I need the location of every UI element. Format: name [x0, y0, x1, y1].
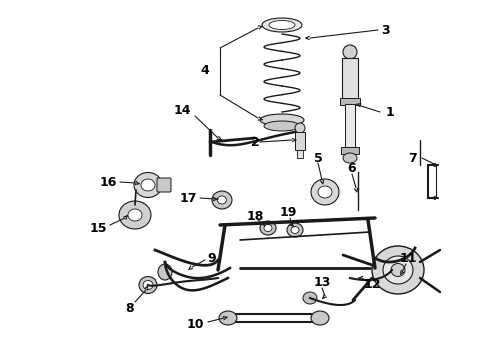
- Ellipse shape: [158, 264, 172, 280]
- Text: 10: 10: [186, 319, 204, 332]
- Text: 1: 1: [386, 105, 394, 118]
- FancyBboxPatch shape: [341, 147, 359, 154]
- Text: 12: 12: [363, 279, 381, 292]
- Text: 7: 7: [408, 152, 416, 165]
- FancyBboxPatch shape: [297, 150, 303, 158]
- Ellipse shape: [303, 292, 317, 304]
- Text: 3: 3: [381, 23, 390, 36]
- Ellipse shape: [269, 21, 295, 30]
- FancyBboxPatch shape: [340, 98, 360, 105]
- Text: 5: 5: [314, 152, 322, 165]
- Ellipse shape: [311, 311, 329, 325]
- Ellipse shape: [287, 223, 303, 237]
- Text: 14: 14: [173, 104, 191, 117]
- Ellipse shape: [343, 45, 357, 59]
- Ellipse shape: [218, 196, 226, 204]
- Ellipse shape: [291, 226, 299, 234]
- Ellipse shape: [318, 186, 332, 198]
- Text: 16: 16: [99, 175, 117, 189]
- Ellipse shape: [134, 172, 162, 198]
- Ellipse shape: [219, 311, 237, 325]
- Text: 8: 8: [126, 302, 134, 315]
- Text: 6: 6: [348, 162, 356, 175]
- Ellipse shape: [141, 179, 155, 191]
- Text: 19: 19: [279, 207, 296, 220]
- Ellipse shape: [119, 201, 151, 229]
- Ellipse shape: [264, 225, 272, 231]
- Text: 18: 18: [246, 210, 264, 222]
- Ellipse shape: [139, 276, 157, 293]
- FancyBboxPatch shape: [157, 178, 171, 192]
- FancyBboxPatch shape: [345, 104, 355, 149]
- Ellipse shape: [311, 179, 339, 205]
- Ellipse shape: [212, 191, 232, 209]
- Text: 11: 11: [399, 252, 417, 265]
- Text: 9: 9: [208, 252, 216, 265]
- Text: 13: 13: [313, 275, 331, 288]
- FancyBboxPatch shape: [342, 58, 358, 100]
- Text: 4: 4: [200, 63, 209, 77]
- Ellipse shape: [383, 256, 413, 284]
- Ellipse shape: [391, 264, 405, 276]
- Ellipse shape: [372, 246, 424, 294]
- Ellipse shape: [262, 18, 302, 32]
- Ellipse shape: [295, 123, 305, 133]
- Ellipse shape: [260, 221, 276, 235]
- Ellipse shape: [343, 153, 357, 163]
- Text: 17: 17: [179, 192, 197, 204]
- FancyBboxPatch shape: [295, 132, 305, 150]
- Ellipse shape: [143, 280, 153, 289]
- Text: 2: 2: [250, 135, 259, 148]
- Ellipse shape: [264, 121, 300, 131]
- Ellipse shape: [128, 209, 142, 221]
- Text: 15: 15: [89, 221, 107, 234]
- Ellipse shape: [260, 114, 304, 126]
